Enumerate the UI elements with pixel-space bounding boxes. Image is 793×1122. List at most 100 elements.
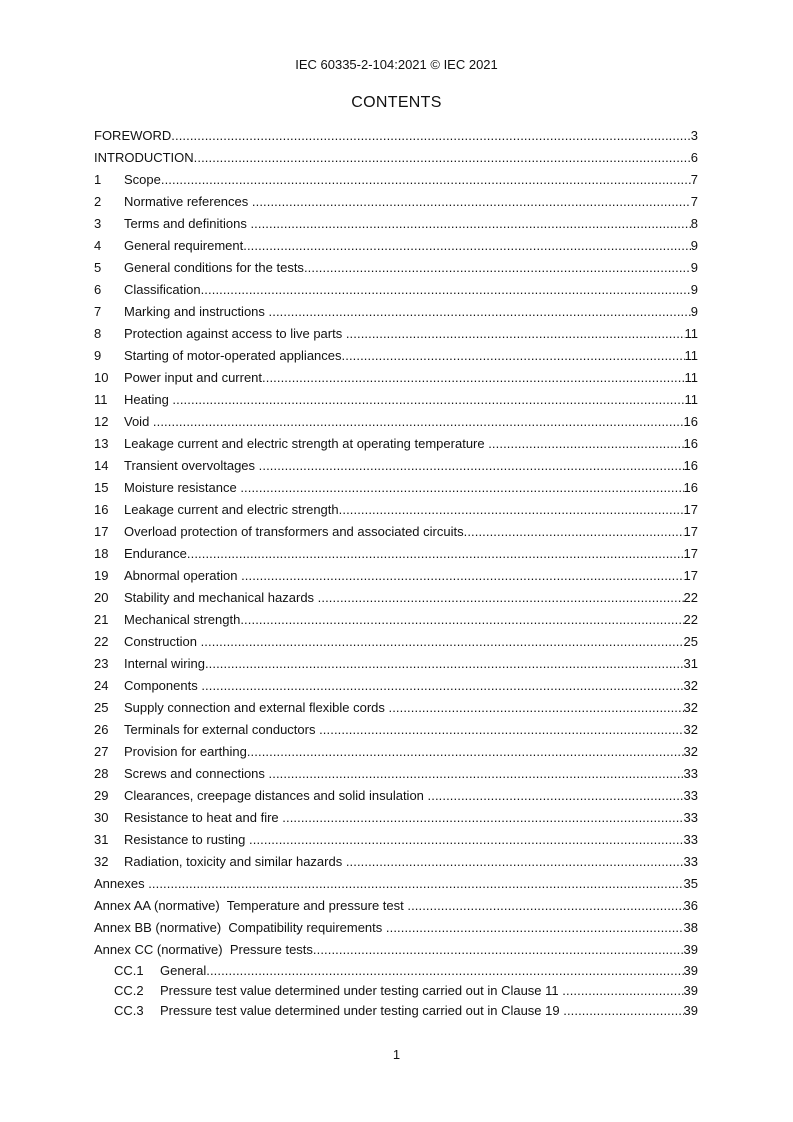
entry-page: 33 xyxy=(683,832,698,847)
toc-entry[interactable]: 30 Resistance to heat and fire 33 xyxy=(94,807,698,829)
entry-page: 6 xyxy=(690,150,698,165)
entry-title: Pressure test value determined under tes… xyxy=(160,983,563,998)
toc-entry[interactable]: Annex BB (normative) Compatibility requi… xyxy=(94,917,698,939)
toc-entry[interactable]: 21 Mechanical strength 22 xyxy=(94,609,698,631)
dot-leader xyxy=(262,367,684,389)
entry-page: 36 xyxy=(683,898,698,913)
toc-entry[interactable]: 15 Moisture resistance 16 xyxy=(94,477,698,499)
entry-title: Components xyxy=(124,678,202,693)
toc-entry[interactable]: 7 Marking and instructions 9 xyxy=(94,301,698,323)
entry-page: 39 xyxy=(683,983,698,998)
toc-entry[interactable]: 8 Protection against access to live parts… xyxy=(94,323,698,345)
toc-entry[interactable]: 28 Screws and connections 33 xyxy=(94,763,698,785)
dot-leader xyxy=(201,279,691,301)
entry-number: 3 xyxy=(94,216,102,231)
toc-entry[interactable]: 3 Terms and definitions 8 xyxy=(94,213,698,235)
toc-entry[interactable]: 25 Supply connection and external flexibl… xyxy=(94,697,698,719)
toc-entry[interactable]: 31 Resistance to rusting 33 xyxy=(94,829,698,851)
toc-entry[interactable]: 16 Leakage current and electric strength 1… xyxy=(94,499,698,521)
entry-page: 17 xyxy=(683,568,698,583)
toc-entry[interactable]: 18 Endurance 17 xyxy=(94,543,698,565)
toc-entry[interactable]: 27 Provision for earthing 32 xyxy=(94,741,698,763)
toc-entry[interactable]: 12 Void 16 xyxy=(94,411,698,433)
toc-entry[interactable]: 19 Abnormal operation 17 xyxy=(94,565,698,587)
toc-entry[interactable]: FOREWORD 3 xyxy=(94,125,698,147)
entry-number: 16 xyxy=(94,502,109,517)
entry-title: Annex CC (normative) Pressure tests xyxy=(94,942,313,957)
toc-entry[interactable]: Annex AA (normative) Temperature and pre… xyxy=(94,895,698,917)
table-of-contents: FOREWORD 3 INTRODUCTION 6 1 Scope 7 2 Normative … xyxy=(94,125,698,1021)
dot-leader xyxy=(247,741,684,763)
dot-leader xyxy=(339,499,684,521)
toc-entry[interactable]: 17 Overload protection of transformers an… xyxy=(94,521,698,543)
dot-leader xyxy=(148,873,683,895)
dot-leader xyxy=(201,631,684,653)
entry-number: 14 xyxy=(94,458,109,473)
toc-entry[interactable]: 23 Internal wiring 31 xyxy=(94,653,698,675)
entry-title: Starting of motor-operated appliances xyxy=(124,348,342,363)
entry-title: Abnormal operation xyxy=(124,568,242,583)
toc-entry[interactable]: Annexes 35 xyxy=(94,873,698,895)
entry-number: 12 xyxy=(94,414,109,429)
entry-page: 17 xyxy=(683,502,698,517)
entry-page: 33 xyxy=(683,810,698,825)
toc-entry[interactable]: 2 Normative references 7 xyxy=(94,191,698,213)
toc-entry[interactable]: 13 Leakage current and electric strength … xyxy=(94,433,698,455)
entry-title: Terms and definitions xyxy=(124,216,251,231)
entry-title: Heating xyxy=(124,392,173,407)
entry-title: Leakage current and electric strength xyxy=(124,502,339,517)
entry-title: Internal wiring xyxy=(124,656,205,671)
dot-leader xyxy=(240,477,683,499)
entry-title: INTRODUCTION xyxy=(94,150,194,165)
running-header: IEC 60335-2-104:2021 © IEC 2021 xyxy=(295,57,498,72)
toc-subentry[interactable]: CC.3 Pressure test value determined under… xyxy=(94,1001,698,1021)
dot-leader xyxy=(428,785,684,807)
entry-number: 17 xyxy=(94,524,109,539)
entry-title: Annexes xyxy=(94,876,149,891)
entry-number: 22 xyxy=(94,634,109,649)
toc-entry[interactable]: 1 Scope 7 xyxy=(94,169,698,191)
entry-title: Marking and instructions xyxy=(124,304,269,319)
toc-entry[interactable]: Annex CC (normative) Pressure tests 39 xyxy=(94,939,698,961)
dot-leader xyxy=(407,895,683,917)
entry-page: 33 xyxy=(683,766,698,781)
toc-entry[interactable]: 9 Starting of motor-operated appliances 11 xyxy=(94,345,698,367)
entry-number: 23 xyxy=(94,656,109,671)
entry-title: Terminals for external conductors xyxy=(124,722,320,737)
entry-number: CC.1 xyxy=(114,963,144,978)
entry-title: Classification xyxy=(124,282,201,297)
toc-entry[interactable]: 4 General requirement 9 xyxy=(94,235,698,257)
toc-entry[interactable]: 5 General conditions for the tests 9 xyxy=(94,257,698,279)
entry-title: Power input and current xyxy=(124,370,263,385)
toc-subentry[interactable]: CC.2 Pressure test value determined under… xyxy=(94,981,698,1001)
entry-title: General xyxy=(160,963,207,978)
entry-page: 16 xyxy=(683,458,698,473)
dot-leader xyxy=(252,191,691,213)
dot-leader xyxy=(194,147,691,169)
toc-entry[interactable]: 22 Construction 25 xyxy=(94,631,698,653)
entry-title: Endurance xyxy=(124,546,187,561)
toc-entry[interactable]: INTRODUCTION 6 xyxy=(94,147,698,169)
dot-leader xyxy=(243,235,691,257)
dot-leader xyxy=(240,609,683,631)
toc-entry[interactable]: 32 Radiation, toxicity and similar hazard… xyxy=(94,851,698,873)
toc-subentry[interactable]: CC.1 General 39 xyxy=(94,961,698,981)
entry-title: Overload protection of transformers and … xyxy=(124,524,464,539)
dot-leader xyxy=(304,257,691,279)
toc-entry[interactable]: 11 Heating 11 xyxy=(94,389,698,411)
toc-entry[interactable]: 20 Stability and mechanical hazards 22 xyxy=(94,587,698,609)
toc-entry[interactable]: 26 Terminals for external conductors 32 xyxy=(94,719,698,741)
toc-entry[interactable]: 14 Transient overvoltages 16 xyxy=(94,455,698,477)
entry-title: Moisture resistance xyxy=(124,480,241,495)
entry-number: 18 xyxy=(94,546,109,561)
toc-entry[interactable]: 6 Classification 9 xyxy=(94,279,698,301)
entry-page: 3 xyxy=(690,128,698,143)
toc-entry[interactable]: 24 Components 32 xyxy=(94,675,698,697)
dot-leader xyxy=(346,323,685,345)
entry-page: 9 xyxy=(690,304,698,319)
entry-title: Resistance to rusting xyxy=(124,832,250,847)
toc-entry[interactable]: 10 Power input and current 11 xyxy=(94,367,698,389)
entry-number: 26 xyxy=(94,722,109,737)
toc-entry[interactable]: 29 Clearances, creepage distances and sol… xyxy=(94,785,698,807)
entry-page: 39 xyxy=(683,1003,698,1018)
